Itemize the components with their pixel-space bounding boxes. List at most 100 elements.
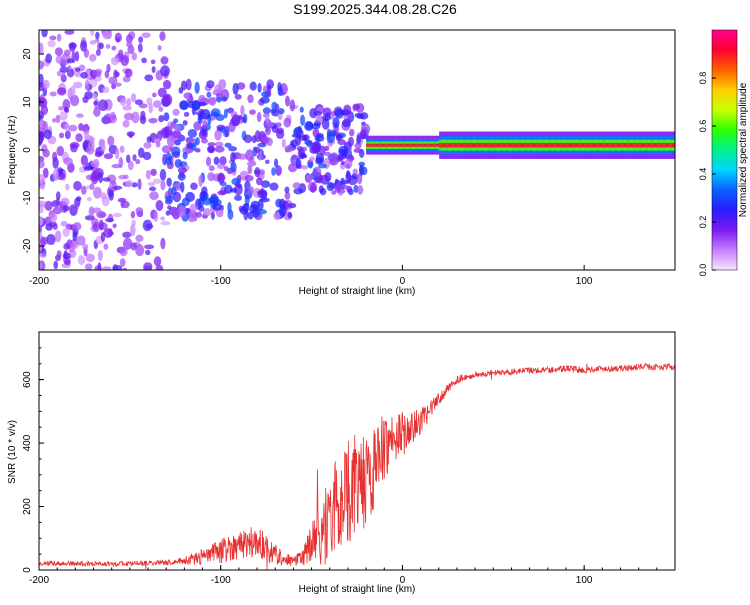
spectrogram-noise-cell [39,120,47,132]
spectrogram-noise-cell [247,164,253,175]
spectrogram-noise-cell [111,163,122,169]
spectrogram-noise-cell [206,80,215,89]
spectrogram-noise-cell [306,174,314,180]
spectrogram-noise-cell [271,101,278,111]
snr-y-tick-label: 0 [22,567,33,573]
spectrogram-noise-cell [318,163,328,169]
spectrogram-noise-cell [162,93,173,106]
spectrogram-noise-cell [46,234,56,245]
spectrogram-noise-cell [217,172,225,184]
spectrogram-y-tick-label: 0 [22,147,33,153]
spectrogram-noise-cell [172,207,180,220]
spectrogram-noise-cell [249,204,259,214]
snr-y-tick-label: 400 [22,434,33,451]
spectrogram-noise-cell [160,216,166,221]
spectrogram-noise-cell [72,231,78,242]
spectrogram-noise-cell [39,252,47,258]
spectrogram-noise-cell [277,86,283,96]
spectrogram-noise-cell [219,156,227,166]
spectrogram-noise-cell [208,165,215,172]
spectrogram-noise-cell [274,158,279,168]
spectrogram-noise-cell [45,53,52,64]
spectrogram-noise-cell [292,182,301,189]
spectrogram-noise-cell [190,182,198,191]
snr-y-axis: 0 200 400 600 [22,331,44,573]
spectrogram-noise-cell [90,172,99,185]
spectrogram-noise-cell [152,100,162,108]
spectrogram-noise-cell [349,128,355,137]
spectrogram-noise-cell [334,182,342,193]
spectrogram-noise-cell [122,267,128,270]
spectrogram-noise-cell [311,141,321,154]
spectrogram-noise-cell [162,79,172,90]
spectrogram-noise-cell [191,99,201,111]
spectrogram-noise-cell [254,146,261,153]
spectrogram-noise-cell [131,111,140,124]
spectrogram-noise-cell [89,183,95,191]
spectrogram-x-label: Height of straight line (km) [299,286,416,297]
spectrogram-noise-cell [180,181,185,193]
spectrogram-noise-cell [112,212,123,218]
spectrogram-noise-cell [42,167,49,179]
spectrogram-noise-cell [160,65,170,77]
spectrogram-noise-cell [62,205,70,212]
spectrogram-noise-cell [125,179,133,188]
spectrogram-noise-cell [39,174,46,183]
spectrogram-noise-cell [256,111,262,123]
spectrogram-noise-cell [73,180,82,191]
spectrogram-noise-cell [224,142,232,148]
spectrogram-noise-cell [130,93,137,103]
spectrogram-noise-cell [68,124,78,132]
spectrogram-noise-cell [135,159,141,165]
spectrogram-noise-cell [183,111,190,117]
spectrogram-noise-cell [261,136,270,144]
spectrogram-noise-cell [75,71,81,78]
spectrogram-noise-cell [347,113,352,120]
spectrogram-x-tick-label: 100 [576,276,593,287]
spectrogram-noise-cell [352,168,358,175]
spectrogram-noise-cell [114,82,122,87]
spectrogram-noise-cell [106,63,111,73]
spectrogram-noise-cell [214,145,225,153]
spectrogram-noise-cell [89,53,97,62]
spectrogram-noise-cell [95,31,100,40]
spectrogram-noise-cell [177,172,186,181]
spectrogram-noise-cell [90,30,95,37]
spectrogram-noise-cell [233,194,243,201]
spectrogram-noise-cell [155,140,161,148]
spectrogram-noise-cell [126,154,131,164]
snr-y-tick-label: 200 [22,498,33,515]
spectrogram-noise-cell [353,148,362,153]
spectrogram-noise-cell [91,207,102,214]
spectrogram-noise-cell [332,117,340,128]
spectrogram-noise-cell [55,114,61,124]
spectrogram-noise-cell [69,203,79,212]
spectrogram-noise-cell [234,94,242,100]
spectrogram-noise-cell [172,191,182,203]
spectrogram-x-tick-label: -200 [29,276,49,287]
spectrogram-noise-cell [56,250,62,259]
spectrogram-noise-cell [98,99,109,111]
spectrogram-noise-cell [74,67,81,72]
spectrogram-noise-cell [99,42,104,50]
spectrogram-noise-cell [326,132,336,144]
spectrogram-noise-cell [80,71,88,79]
spectrogram-noise-cell [339,184,349,190]
spectrogram-noise-cell [171,130,182,139]
spectrogram-noise-cell [307,161,313,169]
spectrogram-noise-cell [98,219,104,231]
spectrogram-noise-cell [149,191,159,201]
spectrogram-noise-cell [107,135,115,147]
spectrogram-noise-cell [185,191,195,202]
spectrogram-noise-cell [131,52,138,61]
spectrogram-noise-cell [49,35,57,41]
spectrogram-noise-cell [318,185,324,194]
spectrogram-noise-cell [342,118,351,128]
spectrogram-noise-cell [322,107,332,117]
spectrogram-noise-cell [157,45,162,51]
spectrogram-noise-cell [207,142,216,147]
spectrogram-noise-cell [125,98,132,107]
spectrogram-y-tick-label: 10 [22,96,33,108]
spectrogram-noise-cell [147,182,156,187]
spectrogram-y-tick-label: 20 [22,48,33,60]
